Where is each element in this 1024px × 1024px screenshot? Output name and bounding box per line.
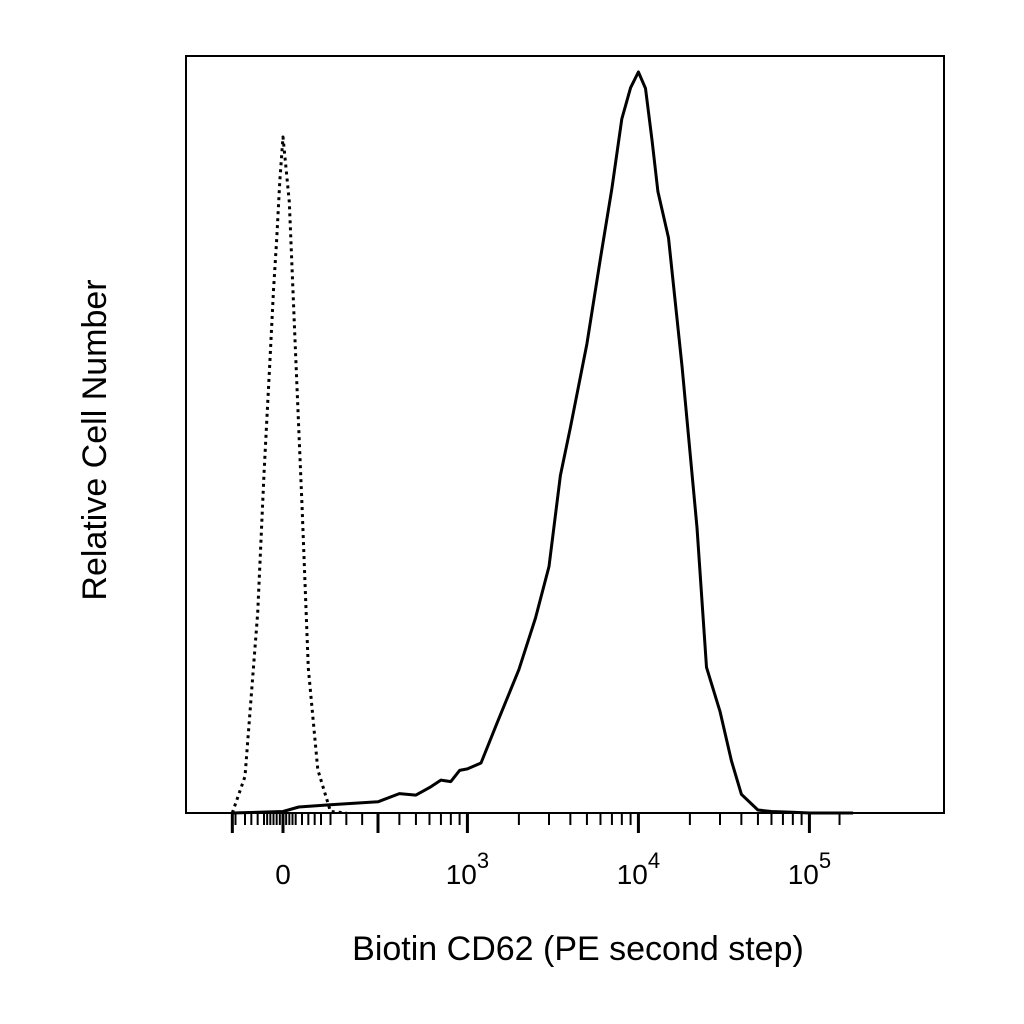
x-tick-label: 105 <box>788 848 831 890</box>
x-axis-ticks <box>230 813 841 833</box>
x-tick-label: 0 <box>275 859 291 890</box>
x-axis-label: Biotin CD62 (PE second step) <box>352 930 804 968</box>
plot-frame <box>185 55 945 814</box>
x-tick-label: 103 <box>446 848 489 890</box>
series-layer <box>230 70 854 815</box>
series-line-2 <box>232 70 854 815</box>
y-axis-label: Relative Cell Number <box>76 279 114 600</box>
x-tick-labels: 0 103 104 105 <box>275 848 831 890</box>
x-tick-label: 104 <box>617 848 660 890</box>
series-line-1 <box>230 135 347 815</box>
